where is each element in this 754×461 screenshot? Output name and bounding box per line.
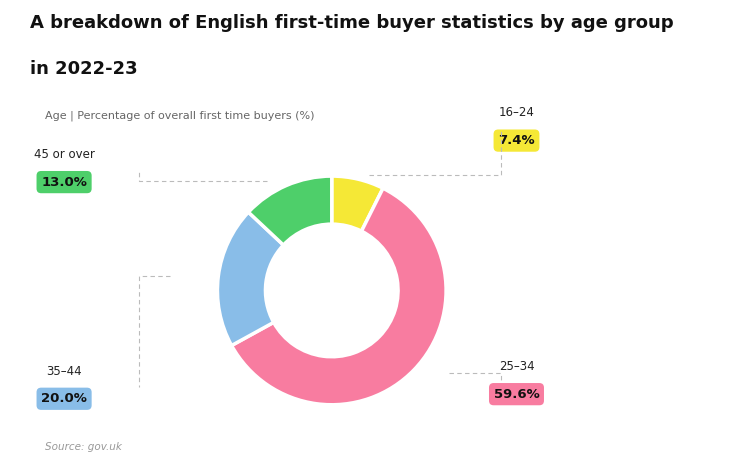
Text: Age | Percentage of overall first time buyers (%): Age | Percentage of overall first time b… — [45, 111, 314, 121]
Text: 45 or over: 45 or over — [34, 148, 94, 161]
Wedge shape — [217, 212, 284, 345]
Text: 13.0%: 13.0% — [41, 176, 87, 189]
Text: 7.4%: 7.4% — [498, 134, 535, 147]
Wedge shape — [332, 176, 383, 231]
Text: A breakdown of English first-time buyer statistics by age group: A breakdown of English first-time buyer … — [30, 14, 674, 32]
Wedge shape — [231, 188, 446, 405]
Text: 59.6%: 59.6% — [494, 388, 539, 401]
Text: 16–24: 16–24 — [498, 106, 535, 119]
Text: Source: gov.uk: Source: gov.uk — [45, 442, 122, 452]
Wedge shape — [248, 176, 332, 245]
Text: 35–44: 35–44 — [46, 365, 82, 378]
Text: 25–34: 25–34 — [498, 360, 535, 373]
Text: in 2022-23: in 2022-23 — [30, 60, 138, 78]
Text: 20.0%: 20.0% — [41, 392, 87, 405]
